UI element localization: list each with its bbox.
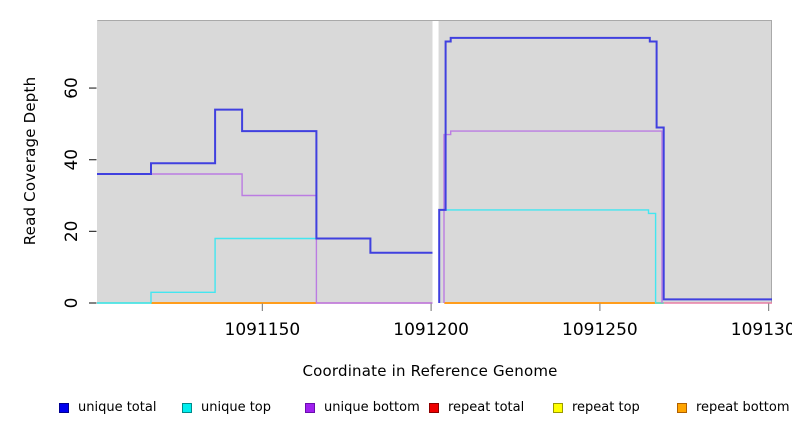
y-tick-label: 20 — [62, 221, 82, 243]
legend-label: repeat bottom — [696, 400, 790, 415]
legend-item-unique-total: unique total — [59, 401, 156, 415]
legend-label: repeat total — [448, 400, 525, 415]
panel-border — [97, 20, 772, 303]
y-axis-title: Read Coverage Depth — [21, 76, 39, 246]
series-line-unique-bottom — [443, 130, 663, 303]
x-tick-label: 1091200 — [393, 320, 469, 340]
legend-swatch-icon — [59, 403, 69, 413]
x-tick-label: 1091150 — [225, 320, 301, 340]
series-line-unique-total — [438, 36, 772, 303]
plot-panel-left — [97, 20, 433, 303]
legend-label: repeat top — [572, 400, 640, 415]
x-tick-label: 1091250 — [562, 320, 638, 340]
legend-item-unique-top: unique top — [182, 401, 271, 415]
legend-label: unique bottom — [324, 400, 420, 415]
y-tick-label: 40 — [62, 149, 82, 171]
legend-swatch-icon — [429, 403, 439, 413]
legend-swatch-icon — [677, 403, 687, 413]
legend-swatch-icon — [553, 403, 563, 413]
legend-item-repeat-bottom: repeat bottom — [677, 401, 790, 415]
series-line-unique-total — [97, 108, 433, 254]
legend-item-repeat-top: repeat top — [553, 401, 640, 415]
legend-label: unique top — [201, 400, 272, 415]
y-tick-label: 0 — [62, 298, 82, 309]
legend-swatch-icon — [305, 403, 315, 413]
series-line-unique-bottom — [97, 173, 433, 304]
legend-item-repeat-total: repeat total — [429, 401, 524, 415]
y-tick-label: 60 — [62, 77, 82, 99]
x-axis-title: Coordinate in Reference Genome — [302, 362, 558, 380]
plot-panel-right — [438, 20, 772, 303]
legend-swatch-icon — [182, 403, 192, 413]
legend-label: unique total — [78, 400, 157, 415]
legend-item-unique-bottom: unique bottom — [305, 401, 420, 415]
